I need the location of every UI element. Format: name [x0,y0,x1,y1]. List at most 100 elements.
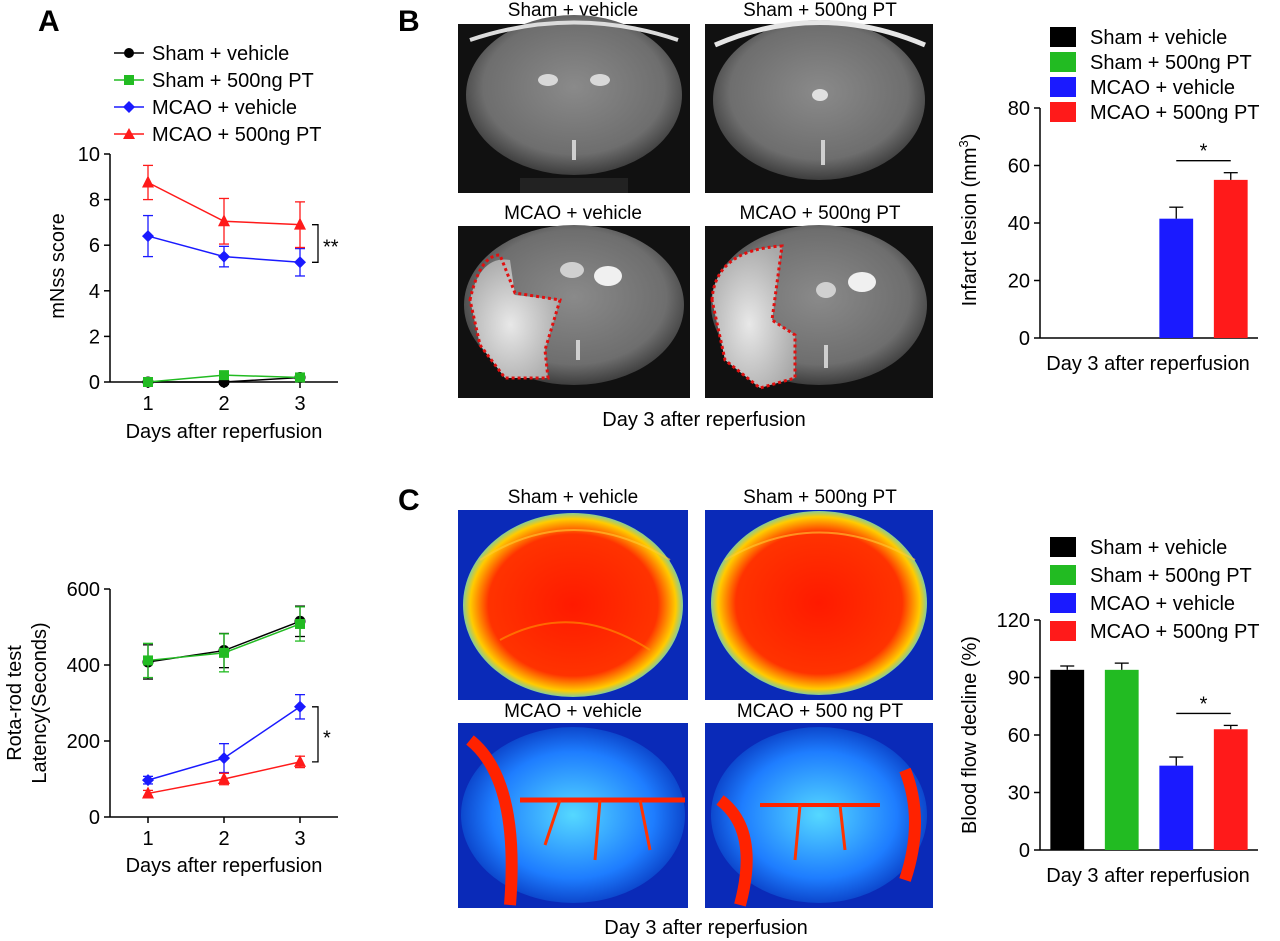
legend-swatch-sham-vehicle [1050,537,1076,557]
data-point-sham_pt [295,372,305,383]
laser-image-sham-vehicle [458,510,688,700]
bar-sham_pt [1104,669,1139,850]
infarct-ylabel: Infarct lesion (mm3) [956,134,981,307]
legend-marker-mcao-pt [123,128,135,139]
legend-b-mcao-vehicle: MCAO + vehicle [1090,77,1235,99]
significance-label: * [1200,693,1208,715]
laser-image-mcao-vehicle [458,723,688,908]
bar-mcao_vehicle [1159,218,1194,338]
legend-swatch-sham-pt [1050,565,1076,585]
rotarod-ylabel-line2: Latency(Seconds) [29,622,51,783]
mnss-xlabel: Days after reperfusion [126,421,323,443]
legend-swatch-sham-pt [1050,52,1076,72]
data-point-mcao_pt [142,175,154,188]
y-tick-label: 0 [1019,328,1030,350]
rotarod-xlabel: Days after reperfusion [126,855,323,877]
legend-c-mcao-vehicle: MCAO + vehicle [1090,593,1235,615]
data-point-mcao_pt [294,754,306,767]
data-point-mcao_vehicle [294,700,306,713]
bloodflow-bar-chart: 0 30 60 90 120 * [997,610,1258,862]
mri-image-mcao-vehicle [458,225,690,398]
mri-image-sham-vehicle [458,15,690,193]
y-tick-label: 60 [1008,725,1030,747]
y-tick-label: 8 [89,190,100,212]
data-point-sham_pt [143,655,153,666]
x-tick-label: 3 [294,393,305,415]
legend-swatch-mcao-pt [1050,621,1076,641]
legend-label-mcao-pt: MCAO + 500ng PT [152,124,322,146]
data-point-mcao_pt [294,217,306,230]
legend-infarct: Sham + vehicle Sham + 500ng PT MCAO + ve… [1050,27,1260,124]
significance-label: * [1200,141,1208,163]
mri-caption: Day 3 after reperfusion [602,409,805,431]
bloodflow-ylabel: Blood flow decline (%) [959,636,981,834]
legend-swatch-mcao-vehicle [1050,593,1076,613]
y-tick-label: 600 [67,579,100,601]
data-point-mcao_pt [218,772,230,784]
legend-marker-mcao-vehicle [123,101,135,113]
bar-mcao_pt [1213,179,1248,338]
y-tick-label: 2 [89,326,100,348]
laser-caption: Day 3 after reperfusion [604,917,807,939]
legend-panel-a: Sham + vehicle Sham + 500ng PT MCAO + ve… [114,43,322,146]
y-tick-label: 90 [1008,668,1030,690]
x-tick-label: 3 [294,828,305,850]
rotarod-ylabel-line1: Rota-rod test [4,645,26,761]
y-tick-label: 4 [89,281,100,303]
legend-swatch-mcao-vehicle [1050,77,1076,97]
data-point-mcao_pt [218,214,230,227]
x-tick-label: 1 [142,393,153,415]
mri-image-mcao-pt [705,225,933,398]
bloodflow-xlabel: Day 3 after reperfusion [1046,865,1249,887]
y-tick-label: 400 [67,655,100,677]
mri-label-sham-vehicle: Sham + vehicle [508,0,638,21]
legend-c-sham-pt: Sham + 500ng PT [1090,565,1252,587]
y-tick-label: 0 [89,807,100,829]
y-tick-label: 60 [1008,156,1030,178]
mri-label-sham-pt: Sham + 500ng PT [743,0,897,21]
legend-b-sham-vehicle: Sham + vehicle [1090,27,1227,49]
infarct-xlabel: Day 3 after reperfusion [1046,353,1249,375]
laser-image-sham-pt [705,510,933,700]
significance-label: * [323,727,331,749]
bar-mcao_pt [1213,729,1248,850]
y-tick-label: 30 [1008,783,1030,805]
bar-mcao_vehicle [1159,765,1194,850]
mri-label-mcao-pt: MCAO + 500ng PT [739,203,900,224]
legend-swatch-sham-vehicle [1050,27,1076,47]
x-tick-label: 2 [218,828,229,850]
data-point-sham_pt [143,377,153,387]
legend-marker-sham-pt [124,75,134,85]
significance-bracket [312,706,319,763]
data-point-mcao_vehicle [142,230,154,243]
panel-label-a: A [38,5,60,38]
x-tick-label: 1 [142,828,153,850]
lesion-outline [710,244,797,390]
bar-sham_vehicle [1050,669,1085,850]
infarct-ylabel-sup: 3 [956,140,971,147]
data-point-mcao_vehicle [142,774,154,787]
y-tick-label: 120 [997,610,1030,632]
y-tick-label: 40 [1008,213,1030,235]
y-tick-label: 6 [89,235,100,257]
y-tick-label: 0 [89,372,100,394]
legend-label-sham-vehicle: Sham + vehicle [152,43,289,65]
data-point-sham_pt [295,618,305,629]
legend-bloodflow: Sham + vehicle Sham + 500ng PT MCAO + ve… [1050,537,1260,643]
data-point-mcao_pt [142,786,154,799]
significance-label: ** [323,236,339,258]
legend-label-mcao-vehicle: MCAO + vehicle [152,97,297,119]
y-tick-label: 80 [1008,98,1030,120]
significance-bracket [312,224,319,263]
legend-c-mcao-pt: MCAO + 500ng PT [1090,621,1260,643]
mri-image-sham-pt [705,20,933,193]
laser-image-mcao-pt [705,723,933,908]
data-point-sham_pt [219,647,229,658]
y-tick-label: 20 [1008,271,1030,293]
laser-label-mcao-vehicle: MCAO + vehicle [504,701,642,722]
legend-b-mcao-pt: MCAO + 500ng PT [1090,102,1260,124]
legend-swatch-mcao-pt [1050,102,1076,122]
data-point-mcao_vehicle [218,250,230,263]
laser-label-sham-vehicle: Sham + vehicle [508,487,638,508]
